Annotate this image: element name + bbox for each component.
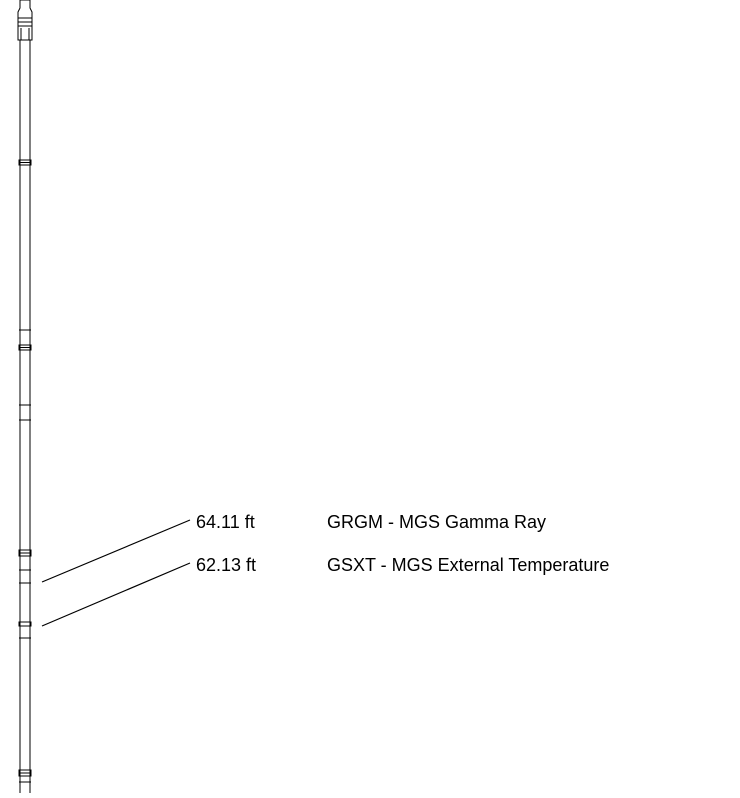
tool-string (17, 0, 33, 793)
sensor-depth: 62.13 ft (196, 555, 256, 575)
leader-line (41, 562, 191, 627)
leader-line (41, 519, 191, 583)
sensor-name: GSXT - MGS External Temperature (327, 555, 609, 575)
tool-joint (18, 621, 32, 627)
cap-base (17, 26, 33, 41)
sensor-depth: 64.11 ft (196, 512, 255, 532)
sensor-name: GRGM - MGS Gamma Ray (327, 512, 546, 532)
